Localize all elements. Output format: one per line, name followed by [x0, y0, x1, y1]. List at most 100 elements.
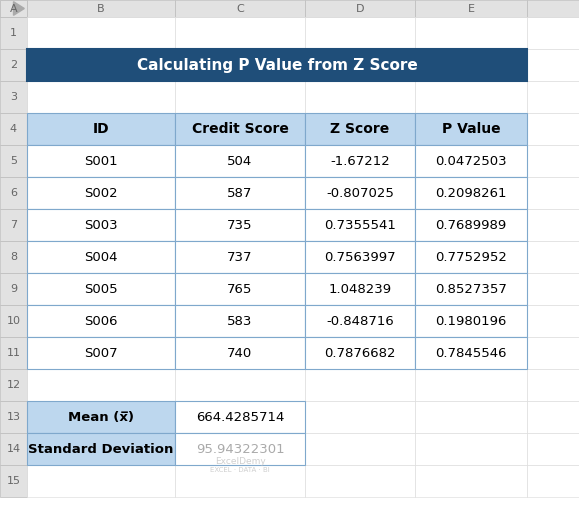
Bar — [175, 177, 305, 209]
Text: B: B — [97, 4, 105, 13]
Bar — [27, 465, 175, 497]
Bar — [415, 273, 527, 305]
Text: 10: 10 — [6, 316, 20, 326]
Text: -0.848716: -0.848716 — [326, 314, 394, 328]
Bar — [175, 17, 305, 49]
Bar — [415, 113, 527, 145]
Bar — [27, 81, 175, 113]
Bar — [305, 241, 415, 273]
Text: Z Score: Z Score — [331, 122, 390, 136]
Bar — [305, 81, 415, 113]
Text: ID: ID — [93, 122, 109, 136]
Text: 0.1980196: 0.1980196 — [435, 314, 507, 328]
Bar — [0, 81, 27, 113]
Bar — [0, 305, 27, 337]
Bar — [415, 177, 527, 209]
Text: 1.048239: 1.048239 — [328, 283, 391, 295]
Bar — [0, 0, 27, 17]
Text: 8: 8 — [10, 252, 17, 262]
Bar — [415, 209, 527, 241]
Bar — [27, 49, 175, 81]
Bar — [0, 17, 27, 49]
Bar — [27, 0, 175, 17]
Bar — [175, 273, 305, 305]
Bar — [415, 337, 527, 369]
Bar — [305, 209, 415, 241]
Text: 15: 15 — [6, 476, 20, 486]
Bar — [175, 273, 305, 305]
Bar — [0, 49, 27, 81]
Text: 9: 9 — [10, 284, 17, 294]
Text: 3: 3 — [10, 92, 17, 102]
Bar — [175, 401, 305, 433]
Bar — [305, 273, 415, 305]
Bar — [27, 145, 175, 177]
Bar — [527, 17, 579, 49]
Bar — [175, 113, 305, 145]
Text: 4: 4 — [10, 124, 17, 134]
Bar — [27, 305, 175, 337]
Bar — [175, 81, 305, 113]
Text: 664.4285714: 664.4285714 — [196, 410, 284, 424]
Text: S001: S001 — [84, 154, 118, 168]
Bar — [305, 337, 415, 369]
Text: 504: 504 — [228, 154, 252, 168]
Bar — [305, 433, 415, 465]
Bar — [175, 433, 305, 465]
Text: 0.7563997: 0.7563997 — [324, 250, 396, 264]
Bar — [527, 369, 579, 401]
Bar — [415, 241, 527, 273]
Bar — [175, 241, 305, 273]
Bar — [27, 273, 175, 305]
Bar — [415, 369, 527, 401]
Bar — [175, 465, 305, 497]
Bar — [0, 465, 27, 497]
Text: S005: S005 — [84, 283, 118, 295]
Bar — [175, 113, 305, 145]
Text: -0.807025: -0.807025 — [326, 187, 394, 199]
Text: EXCEL · DATA · BI: EXCEL · DATA · BI — [210, 467, 270, 473]
Bar — [415, 305, 527, 337]
Text: 0.7752952: 0.7752952 — [435, 250, 507, 264]
Bar — [175, 145, 305, 177]
Text: S002: S002 — [84, 187, 118, 199]
Bar — [305, 17, 415, 49]
Text: 765: 765 — [228, 283, 252, 295]
Bar — [27, 177, 175, 209]
Bar — [175, 177, 305, 209]
Bar — [0, 209, 27, 241]
Bar — [0, 177, 27, 209]
Bar — [415, 273, 527, 305]
Bar — [27, 401, 175, 433]
Bar — [27, 209, 175, 241]
Bar — [0, 401, 27, 433]
Text: S004: S004 — [85, 250, 118, 264]
Bar — [527, 81, 579, 113]
Bar — [527, 241, 579, 273]
Text: 0.8527357: 0.8527357 — [435, 283, 507, 295]
Bar — [415, 81, 527, 113]
Text: 0.7876682: 0.7876682 — [324, 346, 396, 360]
Text: -1.67212: -1.67212 — [330, 154, 390, 168]
Text: D: D — [356, 4, 364, 13]
Bar — [0, 273, 27, 305]
Bar — [27, 145, 175, 177]
Bar — [415, 145, 527, 177]
Bar — [415, 17, 527, 49]
Bar — [27, 369, 175, 401]
Bar — [305, 465, 415, 497]
Bar — [175, 433, 305, 465]
Bar — [27, 241, 175, 273]
Bar — [305, 113, 415, 145]
Bar — [27, 49, 527, 81]
Bar — [175, 337, 305, 369]
Text: Standard Deviation: Standard Deviation — [28, 443, 174, 455]
Bar — [415, 0, 527, 17]
Bar — [27, 337, 175, 369]
Bar — [305, 401, 415, 433]
Bar — [305, 305, 415, 337]
Text: 12: 12 — [6, 380, 21, 390]
Text: 583: 583 — [228, 314, 252, 328]
Bar — [305, 273, 415, 305]
Text: S007: S007 — [84, 346, 118, 360]
